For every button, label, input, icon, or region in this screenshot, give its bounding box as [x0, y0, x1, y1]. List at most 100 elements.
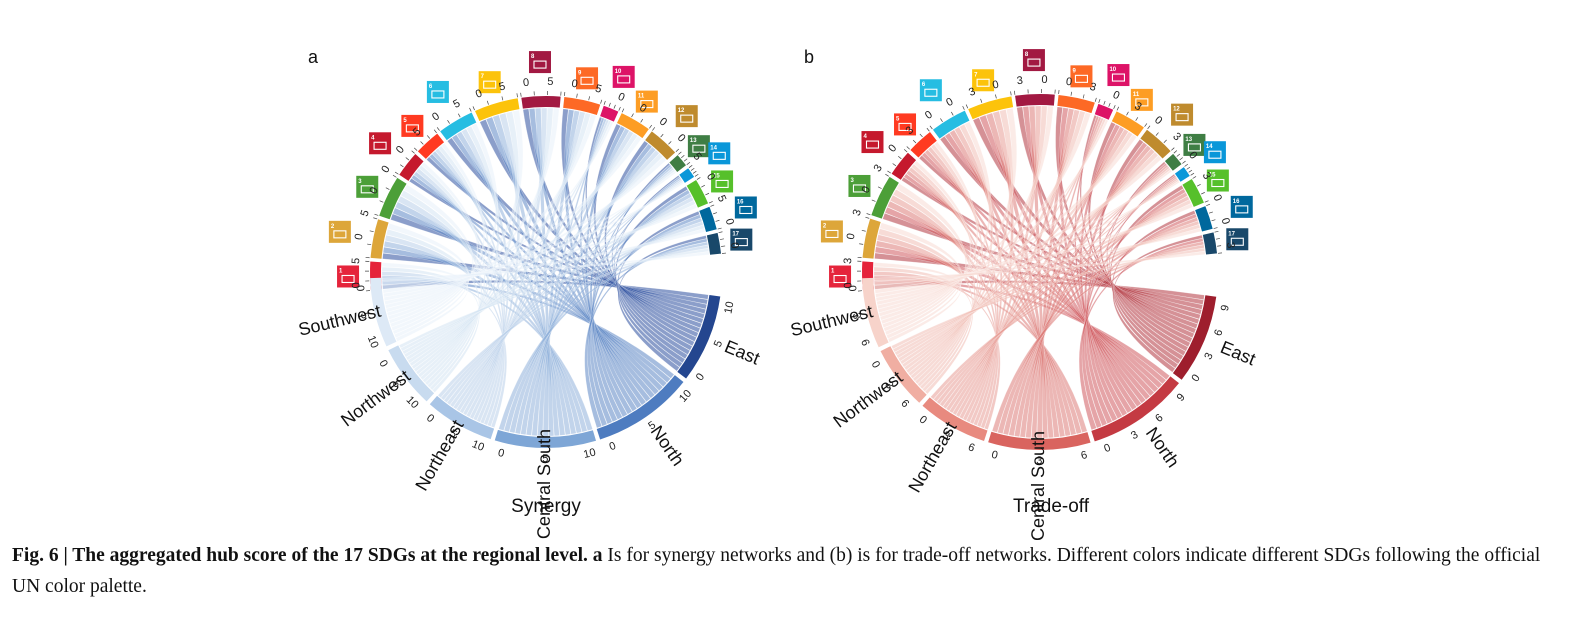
region-arc — [922, 397, 988, 441]
sdg-tick — [926, 127, 930, 132]
sdg-number: 7 — [974, 72, 978, 78]
sdg-tick-label: 3 — [1132, 100, 1143, 113]
sdg-tick — [675, 148, 680, 153]
sdg-tick — [719, 238, 724, 240]
sdg-tick — [420, 141, 424, 145]
sdg-tick — [1215, 238, 1220, 240]
sdg-tick — [892, 163, 897, 167]
sdg-tick — [1213, 227, 1218, 229]
sdg-tick — [1192, 176, 1197, 179]
sdg-tick-label: 3 — [1170, 131, 1183, 144]
sdg-tick-label: 0 — [860, 184, 873, 195]
sdg-tick — [912, 139, 917, 144]
region-tick-label: 0 — [376, 358, 389, 369]
region-label: Southwest — [788, 301, 874, 340]
dove-icon: 16 — [734, 196, 757, 219]
sdg-tick-label: 0 — [367, 185, 380, 196]
chord-ribbon — [387, 110, 524, 320]
sdg-arc — [891, 152, 917, 180]
sdg-tick — [501, 96, 504, 101]
sdg-tick — [865, 216, 870, 219]
dove-icon: 16 — [1230, 195, 1253, 218]
sdg-tick — [1147, 125, 1151, 130]
region-tick-label: 0 — [1189, 372, 1202, 384]
tree-icon: 15 — [1206, 169, 1229, 192]
sdg-arc — [679, 168, 695, 183]
sdg-tick — [379, 200, 384, 203]
sdg-tick — [1176, 153, 1181, 157]
region-label: North — [1142, 424, 1183, 472]
region-arc — [596, 375, 684, 440]
sdg-arc — [910, 132, 937, 158]
region-label: Northwest — [337, 366, 414, 431]
sdg-tick — [861, 229, 866, 232]
region-arc — [1172, 295, 1217, 380]
region-arc — [429, 395, 495, 440]
sdg-number: 4 — [371, 135, 375, 141]
region-tick-label: 6 — [1080, 449, 1089, 462]
sdg-tick-label: 0 — [845, 232, 858, 240]
sdg-tick-label: 0 — [723, 217, 736, 226]
chord-ribbon — [876, 134, 1137, 306]
chord-ribbon — [382, 204, 698, 290]
people-icon: 1 — [829, 265, 852, 288]
sdg-arc — [417, 133, 445, 159]
sdg-number: 13 — [1185, 137, 1192, 143]
sdg-number: 17 — [732, 232, 739, 238]
buildings-icon: 11 — [1130, 88, 1153, 111]
sdg-tick — [631, 113, 634, 118]
sdg-tick — [405, 157, 410, 161]
panel-a-region-arcs — [370, 277, 721, 448]
sdg-number: 13 — [690, 138, 697, 144]
eye-icon: 13 — [687, 135, 710, 158]
sdg-arc — [1174, 167, 1190, 182]
sdg-tick — [1155, 132, 1159, 136]
sdg-tick — [692, 170, 697, 174]
growth-chart-icon: 8 — [1022, 49, 1045, 72]
sdg-tick — [588, 96, 590, 101]
sdg-tick — [866, 213, 871, 216]
sdg-arc — [932, 110, 970, 139]
sdg-tick-label: 3 — [1200, 170, 1213, 181]
region-tick-label: 6 — [1153, 412, 1165, 425]
region-tick-label: 10 — [677, 388, 694, 405]
sdg-tick — [951, 111, 954, 116]
chord-ribbon — [874, 203, 1193, 290]
sdg-tick — [472, 106, 475, 111]
sdg-tick — [1010, 91, 1012, 96]
sdg-tick-label: 0 — [350, 282, 362, 289]
region-label: East — [722, 336, 763, 368]
sdg-tick — [877, 186, 882, 189]
region-label: Central South — [1028, 431, 1048, 540]
region-tick-label: 0 — [869, 359, 882, 370]
sdg-tick — [660, 133, 664, 138]
region-tick-label: 6 — [1212, 328, 1225, 338]
panel-a-sdg-arcs — [365, 91, 727, 292]
sdg-number: 3 — [358, 179, 362, 185]
sdg-arc — [669, 155, 686, 172]
sdg-tick — [373, 217, 378, 220]
sdg-tick-label: 0 — [675, 132, 688, 145]
sdg-number: 16 — [1233, 199, 1240, 205]
bowl-icon: 2 — [328, 220, 351, 243]
sdg-tick — [1206, 203, 1211, 207]
sdg-tick-label: 0 — [1041, 74, 1047, 86]
sdg-number: 11 — [1133, 92, 1140, 98]
chord-ribbon — [881, 121, 992, 325]
chord-ribbon — [418, 165, 486, 386]
sdg-tick-label: 5 — [498, 80, 507, 93]
equality-icon: 10 — [612, 65, 635, 88]
sdg-arc — [474, 98, 520, 122]
sdg-tick — [871, 199, 876, 202]
region-tick-label: 10 — [582, 446, 597, 461]
sdg-tick — [1103, 100, 1106, 105]
sun-icon: 7 — [972, 69, 995, 92]
sdg-tick — [613, 104, 616, 109]
sdg-tick — [1135, 117, 1139, 121]
sdg-tick-label: 0 — [637, 102, 648, 115]
sdg-tick — [1094, 97, 1097, 102]
sdg-tick — [1182, 160, 1186, 164]
